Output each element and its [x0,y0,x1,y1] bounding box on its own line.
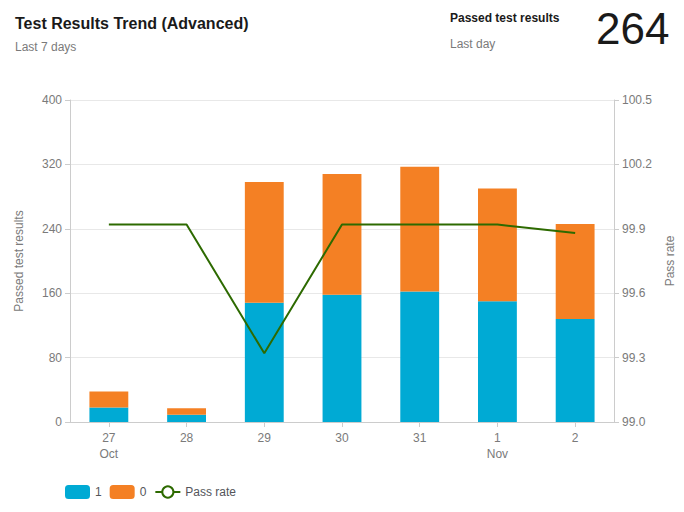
svg-text:99.9: 99.9 [622,222,646,236]
svg-text:31: 31 [413,431,427,445]
svg-text:Passed test results: Passed test results [450,11,560,25]
svg-text:2: 2 [572,431,579,445]
svg-text:28: 28 [180,431,194,445]
svg-text:Last 7 days: Last 7 days [15,40,76,54]
svg-text:80: 80 [49,351,63,365]
svg-text:0: 0 [55,415,62,429]
svg-text:Last day: Last day [450,37,495,51]
svg-text:0: 0 [140,485,147,499]
svg-text:1: 1 [95,485,102,499]
svg-text:27: 27 [102,431,116,445]
svg-text:100.2: 100.2 [622,157,652,171]
svg-text:400: 400 [42,93,62,107]
svg-text:99.6: 99.6 [622,286,646,300]
svg-text:320: 320 [42,157,62,171]
svg-text:29: 29 [258,431,272,445]
svg-text:99.3: 99.3 [622,351,646,365]
svg-text:1: 1 [494,431,501,445]
svg-text:Pass rate: Pass rate [185,485,236,499]
svg-text:30: 30 [335,431,349,445]
svg-text:99.0: 99.0 [622,415,646,429]
svg-text:240: 240 [42,222,62,236]
svg-text:160: 160 [42,286,62,300]
svg-text:Passed test results: Passed test results [12,210,26,311]
svg-text:Oct: Oct [100,447,119,461]
svg-text:Nov: Nov [487,447,508,461]
svg-text:Test Results Trend (Advanced): Test Results Trend (Advanced) [15,15,249,32]
svg-text:100.5: 100.5 [622,93,652,107]
svg-text:Pass rate: Pass rate [663,235,677,286]
svg-text:264: 264 [596,4,669,53]
